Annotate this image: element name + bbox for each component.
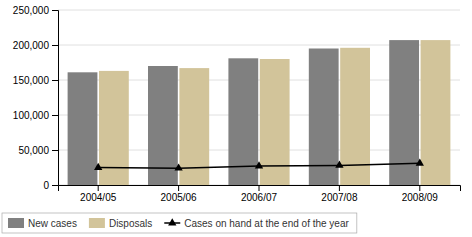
x-tick-mark — [419, 185, 420, 191]
x-tick: 2004/05 — [80, 185, 117, 203]
marker — [335, 161, 343, 168]
x-tick-mark — [339, 185, 340, 191]
y-tick-mark — [52, 45, 58, 46]
y-tick: 50,000 — [18, 145, 58, 156]
legend-swatch — [8, 218, 24, 228]
legend-item: Disposals — [89, 218, 152, 229]
x-axis-line — [59, 186, 461, 192]
grid — [58, 10, 460, 185]
y-tick-mark — [52, 150, 58, 151]
y-tick-mark — [52, 80, 58, 81]
y-tick-label: 250,000 — [13, 5, 50, 16]
y-tick: 0 — [43, 180, 58, 191]
legend-swatch — [89, 218, 105, 228]
y-tick-label: 50,000 — [18, 145, 49, 156]
x-tick: 2008/09 — [402, 185, 439, 203]
x-tick-label: 2007/08 — [321, 192, 358, 203]
legend-frame — [2, 213, 357, 233]
grid-line — [58, 10, 460, 11]
bar — [148, 66, 178, 185]
y-tick: 100,000 — [13, 110, 58, 121]
plot: 0 50,000 100,000 150,000 200,000 250,000 2004/… — [13, 5, 461, 203]
chart: 0 50,000 100,000 150,000 200,000 250,000 2004/… — [0, 0, 472, 237]
y-tick-mark — [52, 185, 58, 186]
marker — [255, 161, 263, 168]
x-tick-label: 2004/05 — [80, 192, 117, 203]
legend-marker — [168, 218, 176, 225]
marker — [94, 163, 102, 170]
y-axis-line — [52, 11, 59, 186]
x-tick-label: 2005/06 — [161, 192, 198, 203]
bar — [421, 40, 451, 185]
y-tick: 200,000 — [13, 40, 58, 51]
x-tick: 2007/08 — [321, 185, 358, 203]
y-tick: 150,000 — [13, 75, 58, 86]
legend-label: Cases on hand at the end of the year — [184, 218, 349, 229]
x-tick-mark — [259, 185, 260, 191]
x-tick: 2005/06 — [161, 185, 198, 203]
x-tick-mark — [178, 185, 179, 191]
y-tick-label: 100,000 — [13, 110, 50, 121]
y-tick-label: 0 — [43, 180, 49, 191]
legend-label: Disposals — [109, 218, 152, 229]
legend-item: Cases on hand at the end of the year — [164, 218, 349, 229]
legend-label: New cases — [28, 218, 77, 229]
y-tick-mark — [52, 115, 58, 116]
bar-series — [99, 40, 450, 185]
legend: New cases Disposals Cases on hand at the e… — [2, 213, 357, 233]
x-tick: 2006/07 — [241, 185, 278, 203]
legend-item: New cases — [8, 218, 77, 229]
y-tick: 250,000 — [13, 5, 58, 16]
x-tick-label: 2008/09 — [402, 192, 439, 203]
y-axis: 0 50,000 100,000 150,000 200,000 250,000 — [13, 5, 59, 191]
marker — [416, 158, 424, 165]
y-tick-label: 150,000 — [13, 75, 50, 86]
bar — [309, 49, 339, 186]
y-tick-label: 200,000 — [13, 40, 50, 51]
y-tick-mark — [52, 10, 58, 11]
x-tick-label: 2006/07 — [241, 192, 278, 203]
marker — [174, 163, 182, 170]
x-tick-mark — [98, 185, 99, 191]
bar-series — [68, 40, 419, 185]
markers — [94, 158, 424, 170]
x-axis: 2004/05 2005/06 2006/07 2007/08 2008/09 — [59, 185, 461, 203]
bar — [68, 72, 98, 185]
marks — [68, 40, 451, 185]
